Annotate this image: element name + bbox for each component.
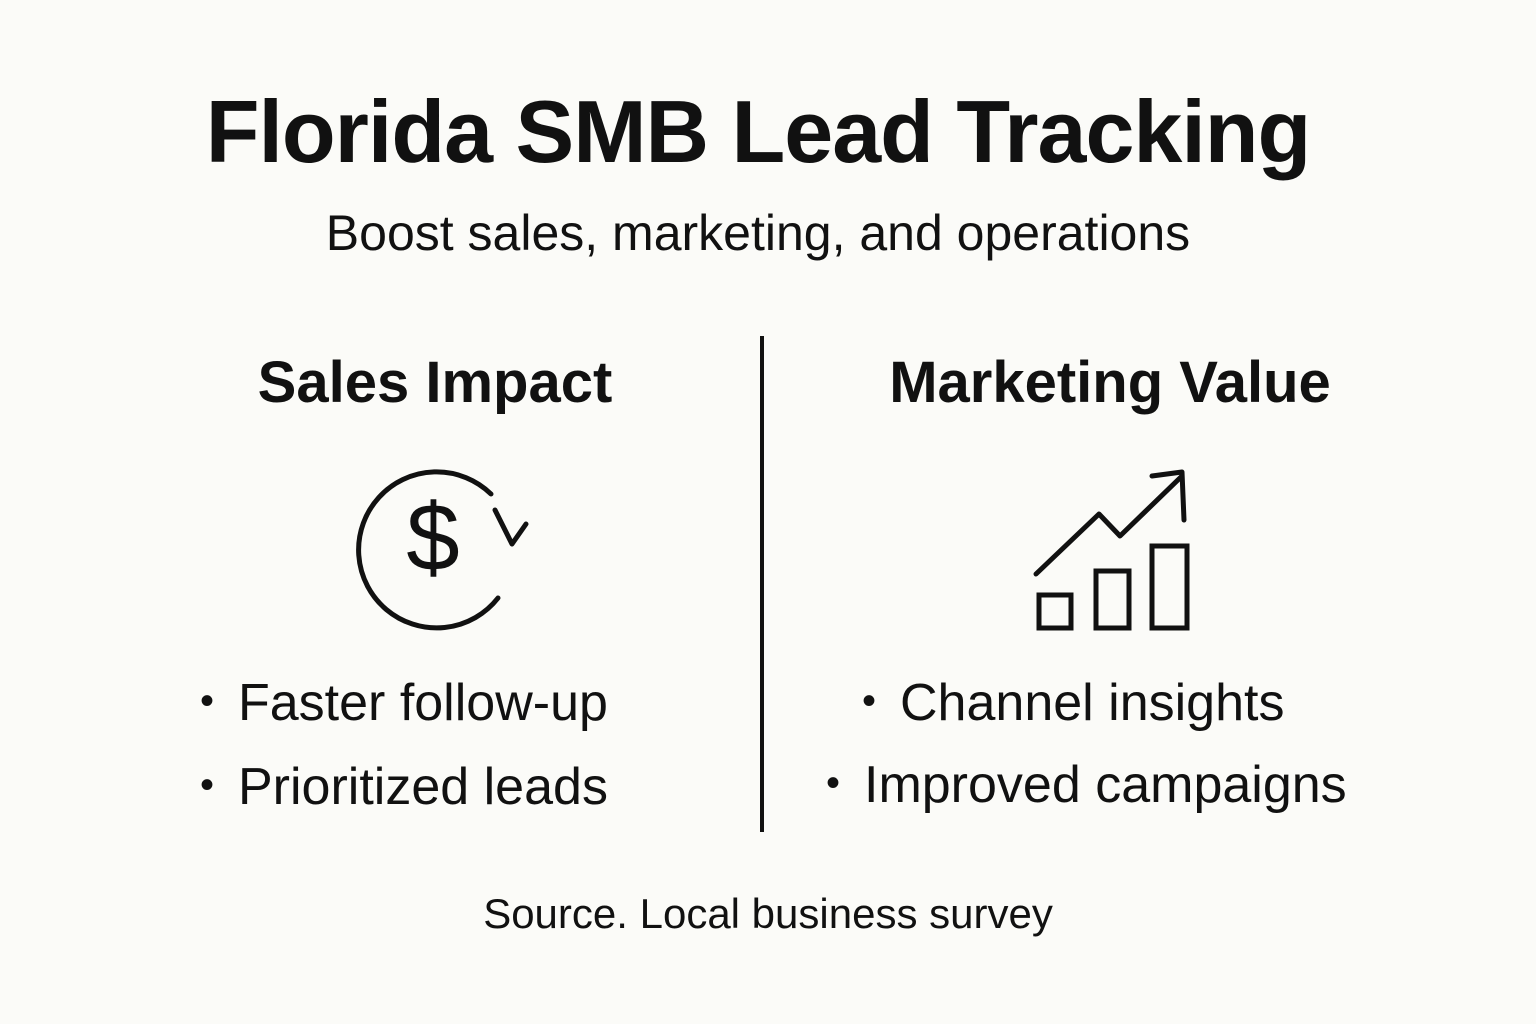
marketing-value-list-cont: Improved campaigns bbox=[826, 742, 1347, 826]
dollar-cycle-icon: $ bbox=[356, 469, 529, 631]
svg-text:$: $ bbox=[406, 484, 459, 591]
sales-impact-list: Faster follow-up Prioritized leads bbox=[200, 660, 608, 828]
growth-chart-icon bbox=[1033, 469, 1190, 631]
sales-impact-heading: Sales Impact bbox=[257, 350, 613, 415]
page-subtitle: Boost sales, marketing, and operations bbox=[325, 205, 1191, 261]
column-divider bbox=[760, 336, 764, 832]
marketing-value-heading: Marketing Value bbox=[889, 350, 1331, 415]
source-note: Source. Local business survey bbox=[483, 890, 1053, 937]
list-item: Channel insights bbox=[862, 660, 1284, 744]
page-title: Florida SMB Lead Tracking bbox=[205, 82, 1312, 181]
list-item: Faster follow-up bbox=[200, 660, 608, 744]
list-item: Improved campaigns bbox=[826, 742, 1347, 826]
list-item: Prioritized leads bbox=[200, 744, 608, 828]
marketing-value-list: Channel insights bbox=[862, 660, 1284, 744]
